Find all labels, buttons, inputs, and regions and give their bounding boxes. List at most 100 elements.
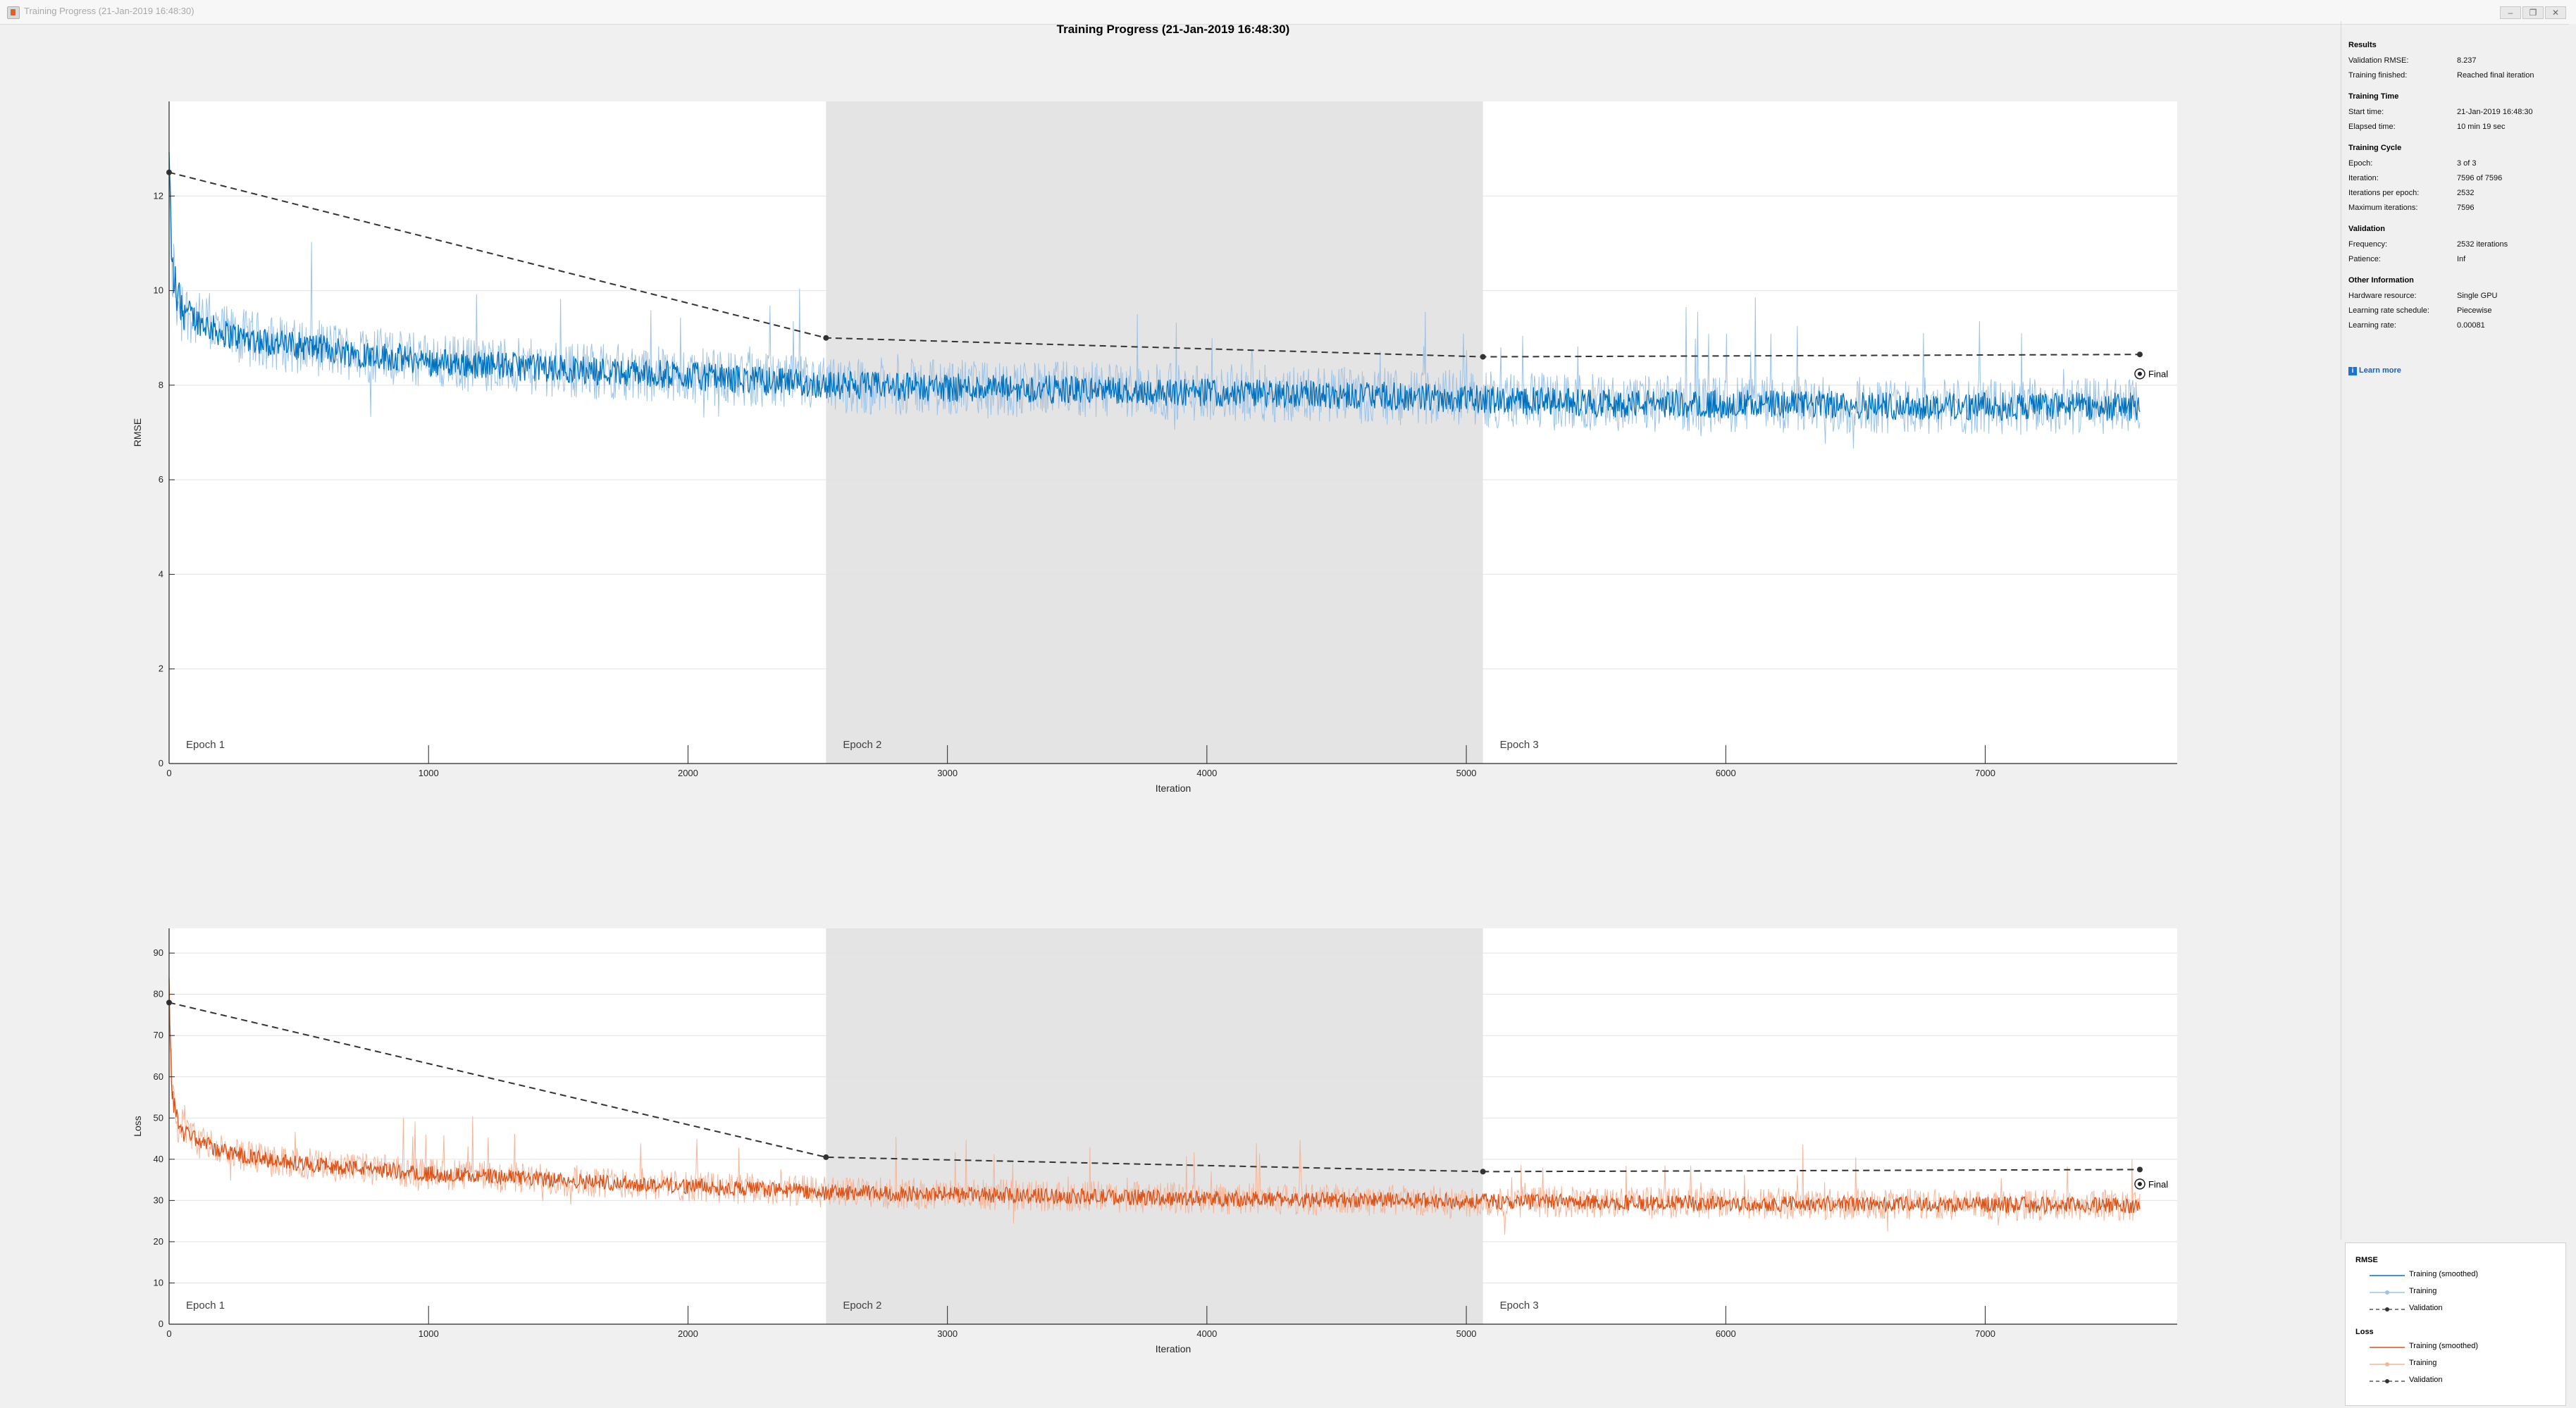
info-label: Frequency: [2348, 240, 2388, 249]
validation-point [1480, 354, 1486, 360]
legend-loss-validation: Validation [2370, 1376, 2553, 1387]
legend-rmse-smoothed: Training (smoothed) [2370, 1270, 2553, 1281]
legend-line-icon [2370, 1275, 2405, 1276]
epoch-label: Epoch 3 [1500, 739, 1539, 751]
close-button[interactable]: ✕ [2545, 6, 2566, 19]
legend-loss-smoothed: Training (smoothed) [2370, 1342, 2553, 1353]
y-tick-label: 50 [154, 1112, 163, 1123]
maximum-iterations-value: 7596 [2457, 204, 2475, 212]
training-smoothed-line [168, 978, 2141, 1215]
info-label: Start time: [2348, 108, 2384, 116]
epoch-label: Epoch 2 [843, 1300, 881, 1312]
final-marker [2134, 1178, 2145, 1190]
info-icon: i [2348, 367, 2357, 375]
y-tick-label: 12 [154, 190, 163, 201]
info-label: Elapsed time: [2348, 123, 2396, 131]
legend-label: Training (smoothed) [2409, 1270, 2479, 1278]
plot-title: Training Progress (21-Jan-2019 16:48:30) [1056, 23, 1290, 36]
training-cycle-heading: Training Cycle [2348, 144, 2402, 152]
legend-line-icon [2370, 1347, 2405, 1348]
minimize-button[interactable]: – [2500, 6, 2521, 19]
patience-value: Inf [2457, 255, 2466, 263]
x-tick-label: 5000 [1456, 1328, 1477, 1339]
y-tick-label: 0 [159, 1319, 163, 1329]
x-tick-label: 5000 [1456, 768, 1477, 778]
training-finished-value: Reached final iteration [2457, 71, 2534, 80]
y-tick-label: 10 [154, 285, 163, 296]
x-tick-label: 0 [166, 1328, 171, 1339]
x-tick-label: 7000 [1975, 768, 1995, 778]
final-label: Final [2148, 369, 2168, 380]
epoch-label: Epoch 3 [1500, 1300, 1539, 1312]
x-tick-label: 7000 [1975, 1328, 1995, 1339]
training-smoothed-line [168, 151, 2141, 421]
epoch-value: 3 of 3 [2457, 159, 2477, 168]
learn-more-link[interactable]: i Learn more [2348, 366, 2401, 375]
final-marker-dot [2137, 371, 2142, 376]
frequency-value: 2532 iterations [2457, 240, 2508, 249]
x-axis-label: Iteration [1156, 783, 1191, 794]
epoch-label: Epoch 2 [843, 739, 881, 751]
maximize-button[interactable]: ❐ [2522, 6, 2544, 19]
rmse-chart: Final 0 1000 2000 3000 4000 5000 6000 7000 0 2 4 6 8 1… [132, 101, 2177, 794]
info-label: Hardware resource: [2348, 292, 2417, 300]
x-tick-label: 2000 [678, 1328, 698, 1339]
learn-more-label: Learn more [2359, 366, 2401, 375]
validation-point [823, 335, 829, 341]
hardware-resource-value: Single GPU [2457, 292, 2498, 300]
loss-chart: Final 0 1000 2000 3000 4000 5000 6000 7000 0 10 20 3… [132, 928, 2177, 1354]
final-label: Final [2148, 1179, 2168, 1190]
validation-line [168, 1002, 2140, 1173]
legend-loss-heading: Loss [2355, 1328, 2374, 1336]
y-axis-label: Loss [132, 1116, 143, 1137]
y-tick-label: 70 [154, 1030, 163, 1040]
info-label: Learning rate schedule: [2348, 306, 2429, 315]
x-tick-label: 0 [166, 768, 171, 778]
legend-label: Training (smoothed) [2409, 1342, 2479, 1350]
y-tick-label: 2 [159, 663, 163, 674]
validation-heading: Validation [2348, 225, 2385, 233]
y-tick-label: 90 [154, 947, 163, 958]
legend: RMSE Training (smoothed) Training Valida… [2345, 1242, 2566, 1406]
y-tick-label: 6 [159, 474, 163, 485]
window-title: Training Progress (21-Jan-2019 16:48:30) [24, 6, 194, 16]
info-label: Iteration: [2348, 174, 2379, 182]
epoch-label: Epoch 1 [186, 1300, 225, 1312]
validation-line [168, 171, 2140, 358]
x-tick-label: 4000 [1196, 1328, 1217, 1339]
training-time-heading: Training Time [2348, 92, 2399, 101]
legend-rmse-validation: Validation [2370, 1304, 2553, 1315]
y-tick-label: 30 [154, 1195, 163, 1205]
elapsed-time-value: 10 min 19 sec [2457, 123, 2506, 131]
x-tick-label: 3000 [937, 768, 958, 778]
info-panel: Results Validation RMSE: 8.237 Training … [2341, 21, 2570, 1240]
validation-point [823, 1154, 829, 1160]
validation-point [1480, 1169, 1486, 1175]
window-titlebar: Training Progress (21-Jan-2019 16:48:30)… [0, 0, 2576, 25]
x-tick-label: 2000 [678, 768, 698, 778]
y-axis-label: RMSE [132, 418, 143, 447]
validation-point [2136, 351, 2143, 358]
y-tick-label: 80 [154, 989, 163, 999]
matlab-app-icon [7, 6, 20, 19]
info-label: Training finished: [2348, 71, 2408, 80]
y-tick-label: 20 [154, 1236, 163, 1247]
iterations-per-epoch-value: 2532 [2457, 189, 2475, 197]
x-tick-label: 3000 [937, 1328, 958, 1339]
legend-label: Training [2409, 1359, 2437, 1367]
info-label: Maximum iterations: [2348, 204, 2418, 212]
x-tick-label: 1000 [419, 768, 439, 778]
final-marker [2134, 368, 2145, 380]
final-marker-dot [2137, 1181, 2142, 1186]
legend-label: Training [2409, 1287, 2437, 1295]
y-tick-label: 10 [154, 1277, 163, 1288]
legend-label: Validation [2409, 1376, 2443, 1384]
other-information-heading: Other Information [2348, 276, 2414, 285]
y-tick-label: 4 [159, 568, 163, 579]
epoch-shade [826, 928, 1483, 1324]
x-tick-label: 6000 [1716, 768, 1736, 778]
validation-point [2136, 1166, 2143, 1173]
legend-line-icon [2370, 1379, 2405, 1383]
x-axis-label: Iteration [1156, 1343, 1191, 1354]
x-tick-label: 4000 [1196, 768, 1217, 778]
